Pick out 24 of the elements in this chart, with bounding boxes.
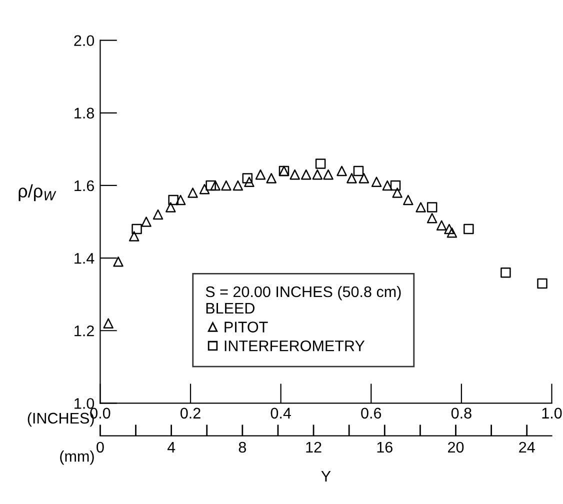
y-tick-label: 1.8 [74,108,94,119]
x2-tick-label: 16 [377,442,392,453]
x-tick-label: 0.2 [180,408,200,419]
text: Y [321,471,331,482]
x-tick-label: 1.0 [542,408,562,419]
x2-tick-label: 8 [238,442,246,453]
x2-tick-label: 24 [519,442,535,452]
y-axis-title: ρ/ρ$_{W}$ [18,184,56,202]
y-tick-label: 1.6 [74,180,94,192]
y-tick-label: 1.0 [74,398,94,409]
legend-title: S = 20.00 INCHES (50.8 cm) BLEED [206,286,401,314]
x2-tick-label: 0 [96,442,104,453]
x2-tick-label: 20 [448,442,464,453]
legend-label: PITOT [224,322,268,332]
x-tick-label: 0.4 [270,408,291,419]
y-tick-label: 1.4 [74,253,94,264]
legend-label: INTERFEROMETRY [224,340,365,352]
x-tick-label: 0.8 [451,408,472,419]
x2-tick-label: 12 [306,442,322,452]
y-tick-label: 1.2 [74,325,94,336]
y-tick-label: 2.0 [74,35,94,46]
x2-tick-label: 4 [167,442,176,452]
x-tick-label: 0.6 [361,408,382,419]
x2-axis-title: (mm) [60,450,94,465]
